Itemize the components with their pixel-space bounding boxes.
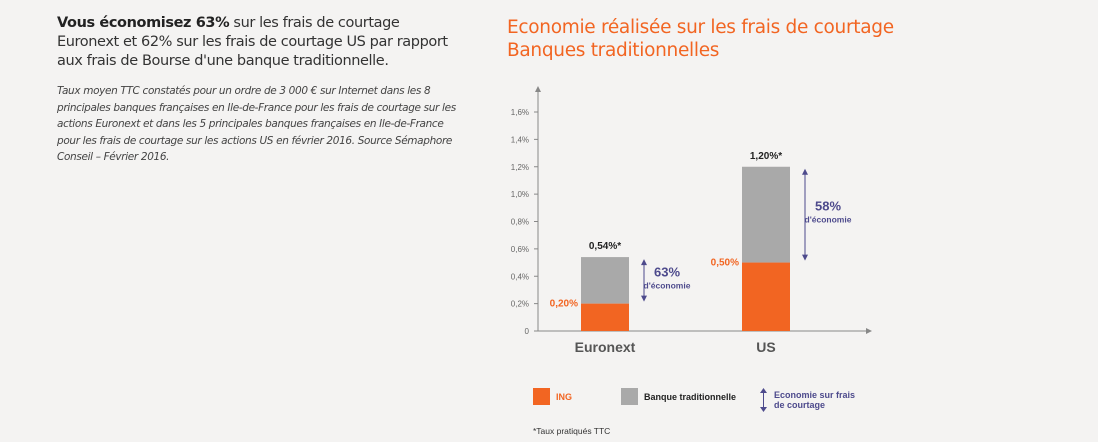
legend-item-economie: Economie sur frais de courtage (759, 388, 864, 412)
intro-column: Vous économisez 63% sur les frais de cou… (57, 14, 457, 166)
total-value-label: 1,20%* (750, 151, 782, 162)
category-label: US (756, 339, 775, 355)
chart-title-line-1: Economie réalisée sur les frais de court… (507, 17, 894, 38)
y-tick-label: 0,4% (511, 272, 529, 281)
savings-arrow-head-up (802, 168, 808, 175)
double-arrow-icon (760, 388, 767, 412)
ing-value-label: 0,20% (550, 299, 578, 310)
bar-banque-traditionnelle (581, 257, 629, 304)
chart-legend: ING Banque traditionnelle Economie sur f… (0, 388, 1098, 412)
legend-item-banque: Banque traditionnelle (621, 388, 736, 405)
legend-swatch-ing (533, 388, 550, 405)
savings-arrow-head-down (802, 254, 808, 261)
total-value-label: 0,54%* (589, 241, 621, 252)
y-tick-label: 0 (525, 327, 530, 336)
savings-arrow-head-down (641, 295, 647, 302)
intro-text: Vous économisez 63% sur les frais de cou… (57, 14, 457, 71)
x-axis-arrow (866, 328, 872, 334)
savings-percent: 58% (815, 199, 841, 214)
legend-label-banque: Banque traditionnelle (644, 391, 737, 402)
source-note: Taux moyen TTC constatés pour un ordre d… (57, 85, 456, 163)
bar-ing (742, 262, 790, 331)
category-label: Euronext (575, 339, 636, 355)
savings-label: d'économie (644, 280, 691, 290)
y-tick-label: 0,8% (511, 218, 529, 227)
y-tick-label: 0,2% (511, 300, 529, 309)
legend-label-ing: ING (556, 391, 573, 402)
savings-label: d'économie (805, 215, 852, 225)
bar-banque-traditionnelle (742, 166, 790, 263)
intro-bold: Vous économisez 63% (57, 15, 230, 31)
savings-percent: 63% (654, 264, 680, 279)
y-tick-label: 1,4% (511, 135, 529, 144)
chart-title-line-2: Banques traditionnelles (507, 40, 720, 61)
y-tick-label: 1,2% (511, 163, 529, 172)
ing-value-label: 0,50% (711, 258, 739, 269)
intro-rest: sur les frais de courtage Euronext et 62… (57, 15, 448, 69)
y-tick-label: 1,6% (511, 108, 529, 117)
legend-swatch-banque (621, 388, 638, 405)
chart-title: Economie réalisée sur les frais de court… (507, 16, 894, 62)
legend-item-ing: ING (533, 388, 572, 405)
legend-label-economie: Economie sur frais de courtage (774, 390, 856, 410)
y-axis-arrow (535, 86, 541, 92)
bar-ing (581, 303, 629, 331)
savings-arrow-head-up (641, 259, 647, 266)
y-tick-label: 1,0% (511, 190, 529, 199)
y-tick-label: 0,6% (511, 245, 529, 254)
footnote: *Taux pratiqués TTC (533, 426, 611, 436)
